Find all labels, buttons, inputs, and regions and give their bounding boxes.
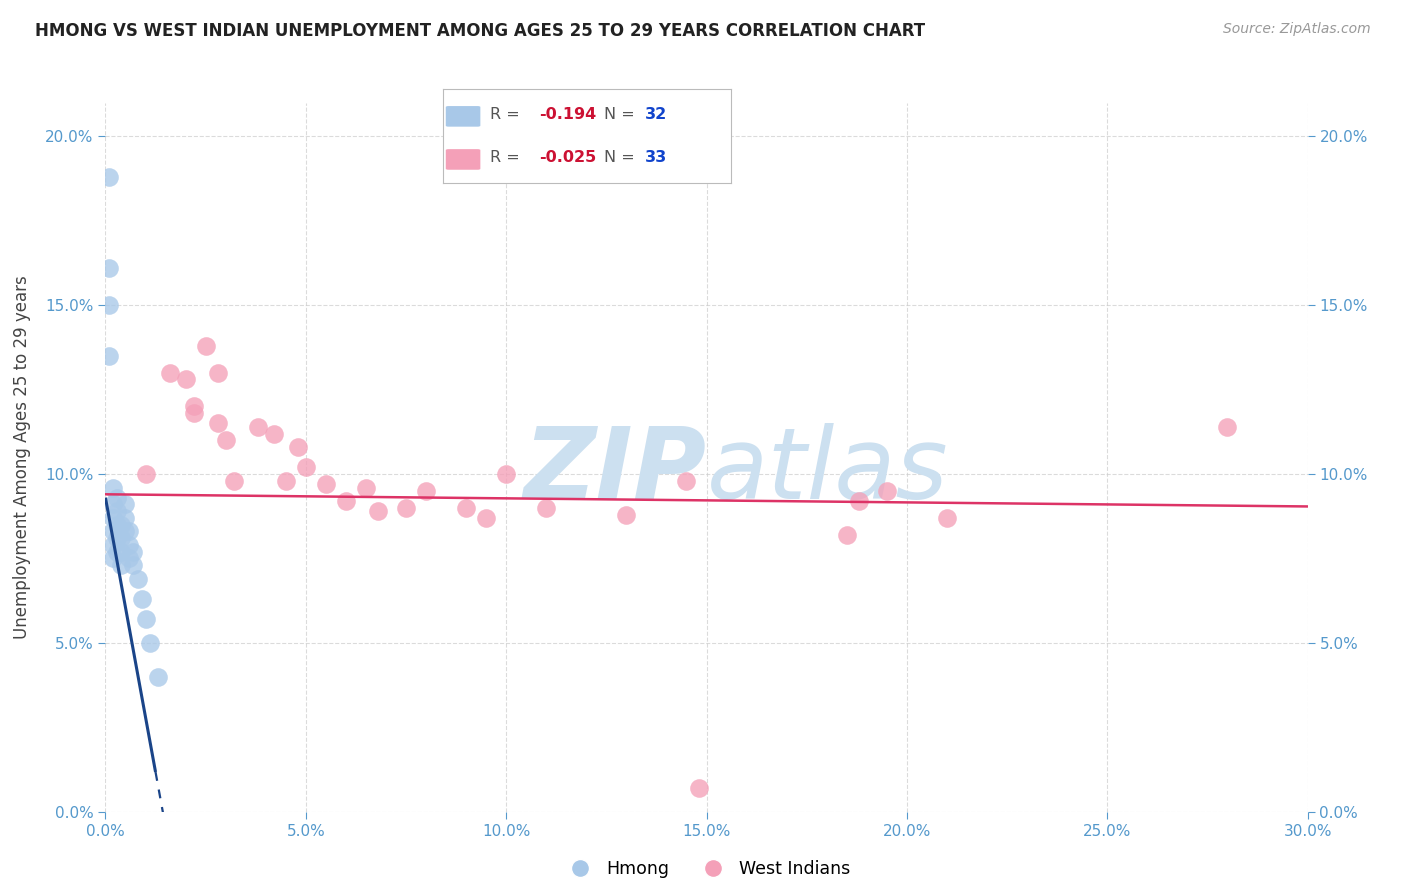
Text: ZIP: ZIP	[523, 423, 707, 520]
Point	[159, 366, 181, 380]
Y-axis label: Unemployment Among Ages 25 to 29 years: Unemployment Among Ages 25 to 29 years	[14, 276, 31, 639]
Point	[876, 483, 898, 498]
Point	[263, 426, 285, 441]
Point	[246, 419, 269, 434]
Point	[107, 544, 129, 558]
Point	[103, 551, 125, 566]
Point	[122, 544, 145, 558]
Point	[114, 524, 136, 539]
Point	[495, 467, 517, 481]
Text: Source: ZipAtlas.com: Source: ZipAtlas.com	[1223, 22, 1371, 37]
FancyBboxPatch shape	[446, 149, 481, 169]
Point	[98, 261, 121, 276]
Point	[1216, 419, 1239, 434]
Text: -0.194: -0.194	[540, 107, 596, 122]
Point	[183, 406, 205, 420]
Point	[118, 524, 141, 539]
Point	[287, 440, 309, 454]
Point	[475, 511, 498, 525]
Point	[110, 544, 132, 558]
Point	[367, 504, 389, 518]
Point	[354, 481, 377, 495]
Point	[103, 498, 125, 512]
Point	[675, 474, 697, 488]
Point	[295, 460, 318, 475]
Point	[107, 491, 129, 505]
Point	[207, 417, 229, 431]
Text: R =: R =	[491, 107, 526, 122]
Point	[616, 508, 638, 522]
Text: R =: R =	[491, 150, 526, 165]
Text: 33: 33	[644, 150, 666, 165]
Point	[103, 481, 125, 495]
Point	[110, 531, 132, 545]
Text: N =: N =	[605, 107, 640, 122]
Point	[194, 339, 217, 353]
Point	[118, 538, 141, 552]
Point	[131, 592, 153, 607]
Text: -0.025: -0.025	[540, 150, 596, 165]
Point	[207, 366, 229, 380]
Point	[415, 483, 437, 498]
Text: N =: N =	[605, 150, 640, 165]
Point	[395, 500, 418, 515]
Point	[848, 494, 870, 508]
Point	[110, 517, 132, 532]
Point	[454, 500, 477, 515]
Point	[110, 558, 132, 573]
Point	[103, 511, 125, 525]
Point	[135, 467, 157, 481]
Text: atlas: atlas	[707, 423, 948, 520]
Point	[118, 551, 141, 566]
Point	[315, 477, 337, 491]
Legend: Hmong, West Indians: Hmong, West Indians	[555, 853, 858, 885]
Point	[122, 558, 145, 573]
Point	[274, 474, 297, 488]
Text: 32: 32	[644, 107, 666, 122]
Point	[183, 400, 205, 414]
Point	[138, 636, 160, 650]
Point	[114, 511, 136, 525]
Point	[135, 612, 157, 626]
Point	[103, 538, 125, 552]
Point	[534, 500, 557, 515]
Text: HMONG VS WEST INDIAN UNEMPLOYMENT AMONG AGES 25 TO 29 YEARS CORRELATION CHART: HMONG VS WEST INDIAN UNEMPLOYMENT AMONG …	[35, 22, 925, 40]
Point	[688, 781, 710, 796]
Point	[146, 670, 169, 684]
Point	[114, 498, 136, 512]
Point	[335, 494, 357, 508]
Point	[103, 524, 125, 539]
Point	[98, 169, 121, 184]
Point	[98, 298, 121, 312]
Point	[107, 504, 129, 518]
Point	[98, 349, 121, 363]
Point	[107, 517, 129, 532]
Point	[222, 474, 245, 488]
Point	[214, 434, 236, 448]
Point	[936, 511, 959, 525]
Point	[107, 531, 129, 545]
Point	[127, 572, 149, 586]
Point	[174, 372, 197, 386]
Point	[835, 528, 858, 542]
FancyBboxPatch shape	[446, 106, 481, 127]
